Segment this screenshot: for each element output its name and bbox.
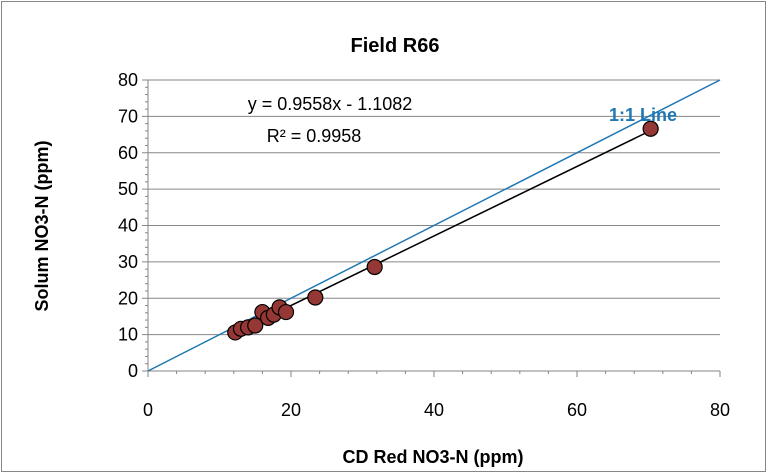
y-tick-label: 70 bbox=[118, 106, 138, 126]
axes: 0 10 20 30 40 50 60 70 80 0 20 40 60 80 bbox=[118, 70, 730, 420]
y-tick-label: 10 bbox=[118, 325, 138, 345]
data-point bbox=[247, 317, 264, 334]
chart-title: Field R66 bbox=[351, 35, 440, 57]
y-tick-label: 50 bbox=[118, 179, 138, 199]
y-tick-label: 30 bbox=[118, 252, 138, 272]
trendline-group bbox=[234, 129, 651, 334]
x-tick-label: 60 bbox=[567, 400, 587, 420]
x-axis-title: CD Red NO3-N (ppm) bbox=[343, 447, 524, 467]
y-tick-label: 60 bbox=[118, 143, 138, 163]
data-points bbox=[227, 120, 659, 341]
y-axis-title: Solum NO3-N (ppm) bbox=[32, 141, 52, 312]
x-tick-label: 80 bbox=[710, 400, 730, 420]
x-tick-label: 20 bbox=[281, 400, 301, 420]
y-tick-label: 80 bbox=[118, 70, 138, 90]
trendline-equation: y = 0.9558x - 1.1082 bbox=[248, 94, 413, 114]
data-point bbox=[366, 258, 383, 276]
y-tick-label: 20 bbox=[118, 288, 138, 308]
data-point bbox=[642, 120, 659, 137]
data-point bbox=[307, 289, 324, 306]
x-tick-label: 0 bbox=[143, 400, 153, 420]
y-tick-label: 40 bbox=[118, 216, 138, 236]
reference-line-label: 1:1 Line bbox=[609, 105, 677, 125]
r-squared-label: R² = 0.9958 bbox=[267, 126, 362, 146]
data-point bbox=[277, 303, 295, 321]
x-tick-label: 40 bbox=[424, 400, 444, 420]
y-tick-label: 0 bbox=[128, 361, 138, 381]
trendline bbox=[234, 129, 651, 334]
